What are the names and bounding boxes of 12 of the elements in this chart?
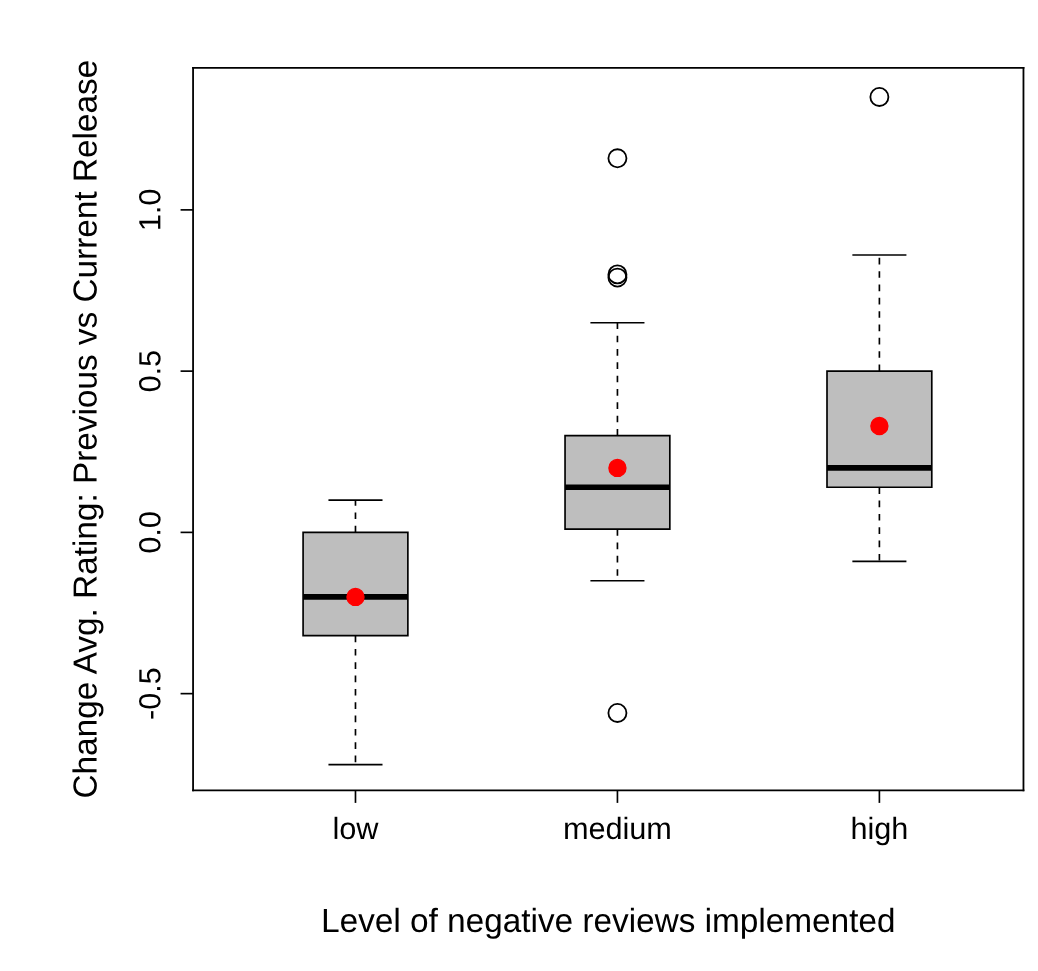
y-tick-label: 0.5 [139, 351, 161, 392]
x-tick-label: medium [565, 816, 670, 840]
point [346, 587, 365, 607]
x-tick-label: high [852, 816, 907, 846]
x-axis-title: Level of negative reviews implemented [323, 907, 894, 939]
point [870, 416, 889, 436]
point [608, 458, 627, 478]
x-tick-label: low [334, 816, 379, 840]
y-tick-label: 1.0 [139, 189, 161, 229]
y-axis-title: Change Avg. Rating: Previous vs Current Release [72, 61, 104, 797]
y-tick-label: -0.5 [139, 668, 161, 719]
y-tick-label: 0.0 [139, 512, 161, 553]
